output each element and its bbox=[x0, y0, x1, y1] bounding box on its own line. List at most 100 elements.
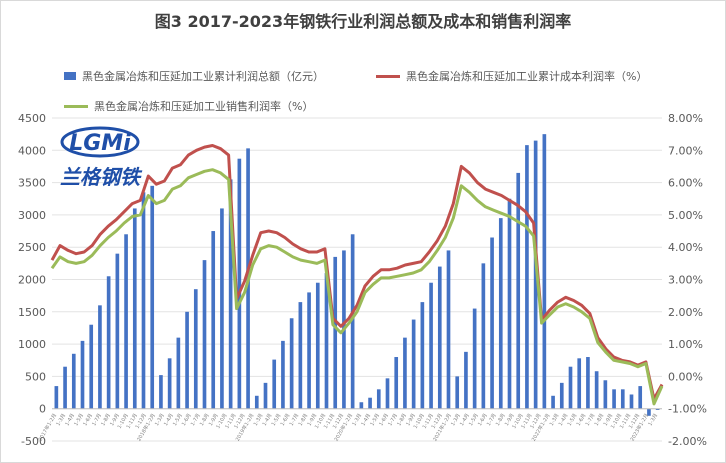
bar bbox=[559, 382, 564, 409]
bar bbox=[159, 375, 163, 409]
y-right-tick-label: 6.00% bbox=[668, 177, 703, 190]
legend-item-profit: 黑色金属冶炼和压延加工业累计利润总额（亿元） bbox=[64, 68, 324, 84]
logo-ring bbox=[60, 126, 140, 158]
y-right-tick-label: -2.00% bbox=[668, 435, 707, 448]
x-tick-label: 1-9月 bbox=[307, 413, 319, 427]
y-right-tick-label: 3.00% bbox=[668, 274, 703, 287]
x-tick-label: 1-4月 bbox=[360, 413, 372, 427]
bar bbox=[376, 389, 381, 409]
bar bbox=[80, 340, 85, 409]
bar bbox=[490, 237, 494, 409]
bar bbox=[368, 397, 372, 409]
bar bbox=[359, 402, 364, 409]
bar bbox=[655, 408, 660, 410]
bar bbox=[638, 386, 643, 409]
bar bbox=[132, 208, 137, 409]
y-right-tick-label: 2.00% bbox=[668, 306, 703, 319]
bar bbox=[141, 192, 146, 409]
bar bbox=[202, 260, 207, 409]
x-tick-label: 1-4月 bbox=[459, 413, 471, 427]
y-right-tick-label: 0.00% bbox=[668, 370, 703, 383]
bar bbox=[324, 273, 329, 409]
legend-label-profit: 黑色金属冶炼和压延加工业累计利润总额（亿元） bbox=[82, 70, 324, 83]
x-tick-label: 1-3月 bbox=[351, 413, 363, 427]
bar bbox=[612, 389, 616, 409]
legend-swatch-red-line bbox=[376, 74, 400, 78]
x-tick-label: 1-8月 bbox=[298, 413, 310, 427]
bar bbox=[437, 266, 442, 409]
bar bbox=[263, 382, 268, 409]
x-tick-label: 1-6月 bbox=[280, 413, 292, 427]
logo: LGMi 兰格钢铁 bbox=[60, 126, 143, 189]
x-tick-label: 1-9月 bbox=[603, 413, 615, 427]
legend-item-sales-margin: 黑色金属冶炼和压延加工业销售利润率（%） bbox=[64, 98, 313, 114]
bar-layer bbox=[54, 134, 660, 416]
x-tick-label: 1-6月 bbox=[82, 413, 94, 427]
bar bbox=[193, 289, 198, 409]
bar bbox=[403, 337, 407, 409]
bar bbox=[307, 292, 311, 409]
bar bbox=[115, 253, 120, 409]
bar bbox=[542, 134, 547, 409]
bar bbox=[254, 395, 259, 409]
x-tick-label: 1-3月 bbox=[549, 413, 561, 427]
x-tick-label: 1-9月 bbox=[504, 413, 516, 427]
y-right-tick-label: -1.00% bbox=[668, 403, 707, 416]
y-left-tick-label: 0 bbox=[39, 403, 46, 416]
bar bbox=[71, 353, 76, 409]
x-tick-label: 1-3月 bbox=[253, 413, 265, 427]
bar bbox=[281, 340, 285, 409]
bar bbox=[455, 376, 460, 409]
bar bbox=[167, 358, 172, 409]
legend-label-sales-margin: 黑色金属冶炼和压延加工业销售利润率（%） bbox=[94, 100, 314, 113]
x-tick-label: 1-5月 bbox=[567, 413, 579, 427]
series-line bbox=[50, 168, 664, 406]
logo-chinese-text: 兰格钢铁 bbox=[60, 165, 143, 189]
x-tick-label: 1-8月 bbox=[495, 413, 507, 427]
bar bbox=[350, 234, 355, 409]
bar bbox=[124, 234, 128, 409]
x-tick-label: 1-9月 bbox=[405, 413, 417, 427]
x-tick-label: 1-5月 bbox=[369, 413, 381, 427]
bar bbox=[577, 358, 582, 409]
bar bbox=[586, 357, 590, 409]
bar bbox=[620, 389, 625, 409]
bar bbox=[429, 282, 433, 409]
bar bbox=[54, 386, 59, 409]
x-tick-label: 1-7月 bbox=[91, 413, 103, 427]
bar bbox=[420, 302, 425, 409]
bar bbox=[533, 140, 538, 409]
legend-label-cost-margin: 黑色金属冶炼和压延加工业累计成本利润率（%） bbox=[406, 70, 648, 83]
x-tick-label: 1-8月 bbox=[100, 413, 112, 427]
y-left-tick-label: 4000 bbox=[18, 144, 46, 157]
x-tick-label: 1-7月 bbox=[387, 413, 399, 427]
x-tick-label: 1-9月 bbox=[208, 413, 220, 427]
bar bbox=[89, 324, 94, 409]
y-right-tick-label: 8.00% bbox=[668, 112, 703, 125]
logo-brand-text: LGMi bbox=[69, 131, 131, 156]
x-tick-label: 1-6月 bbox=[477, 413, 489, 427]
bar bbox=[211, 231, 216, 409]
bar bbox=[446, 250, 451, 409]
bar bbox=[298, 302, 303, 409]
y-left-tick-label: 2000 bbox=[18, 274, 46, 287]
x-tick-label: 1-7月 bbox=[585, 413, 597, 427]
x-tick-label: 1-8月 bbox=[199, 413, 211, 427]
bar bbox=[394, 357, 399, 409]
chart-title: 图3 2017-2023年钢铁行业利润总额及成本和销售利润率 bbox=[154, 12, 572, 31]
x-tick-label: 1-4月 bbox=[262, 413, 274, 427]
x-tick-label: 1-3月 bbox=[450, 413, 462, 427]
bar bbox=[411, 319, 416, 409]
bar bbox=[647, 408, 651, 416]
bar bbox=[228, 179, 233, 409]
bar bbox=[507, 198, 512, 409]
bar bbox=[98, 305, 102, 409]
x-tick-label: 1-4月 bbox=[64, 413, 76, 427]
x-tick-label: 1-7月 bbox=[190, 413, 202, 427]
bar bbox=[176, 337, 181, 409]
legend-item-cost-margin: 黑色金属冶炼和压延加工业累计成本利润率（%） bbox=[376, 68, 647, 84]
y-left-tick-label: 1500 bbox=[18, 306, 46, 319]
bar bbox=[568, 366, 573, 409]
bar bbox=[551, 395, 555, 409]
x-tick-label: 1-3月 bbox=[154, 413, 166, 427]
